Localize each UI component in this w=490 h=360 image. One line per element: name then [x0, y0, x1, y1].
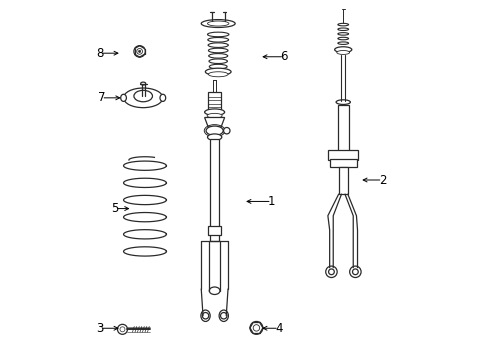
Ellipse shape	[336, 100, 350, 104]
Ellipse shape	[208, 72, 228, 77]
Text: 2: 2	[379, 174, 386, 186]
Ellipse shape	[206, 126, 223, 135]
Circle shape	[329, 269, 334, 275]
Circle shape	[134, 46, 146, 57]
Circle shape	[120, 327, 125, 332]
Ellipse shape	[223, 127, 230, 134]
Ellipse shape	[219, 310, 228, 321]
Ellipse shape	[208, 43, 228, 48]
Text: 8: 8	[96, 47, 103, 60]
Ellipse shape	[121, 94, 126, 102]
Ellipse shape	[123, 88, 163, 108]
Ellipse shape	[338, 33, 348, 35]
Text: 7: 7	[98, 91, 105, 104]
Circle shape	[352, 269, 358, 275]
Ellipse shape	[338, 42, 348, 44]
Circle shape	[350, 266, 361, 278]
Ellipse shape	[141, 82, 146, 85]
Text: 4: 4	[275, 322, 283, 335]
Bar	[328, 150, 358, 160]
Bar	[330, 159, 357, 167]
Text: 3: 3	[96, 322, 103, 335]
Bar	[208, 93, 221, 111]
Ellipse shape	[205, 68, 231, 75]
Ellipse shape	[338, 37, 348, 40]
Ellipse shape	[160, 94, 166, 102]
Ellipse shape	[207, 21, 229, 26]
Ellipse shape	[337, 50, 350, 54]
Ellipse shape	[209, 54, 228, 58]
Text: 1: 1	[268, 195, 275, 208]
Ellipse shape	[205, 109, 224, 115]
Circle shape	[139, 50, 141, 53]
Circle shape	[202, 312, 209, 319]
Circle shape	[253, 325, 260, 331]
Circle shape	[250, 321, 263, 334]
Bar	[210, 139, 220, 241]
Ellipse shape	[134, 90, 152, 102]
Ellipse shape	[209, 287, 220, 294]
Polygon shape	[205, 117, 224, 127]
Bar	[339, 167, 348, 194]
Bar	[208, 226, 221, 235]
Ellipse shape	[209, 59, 227, 63]
Ellipse shape	[207, 134, 222, 140]
Ellipse shape	[207, 113, 222, 118]
Text: 5: 5	[111, 202, 118, 215]
Text: 6: 6	[281, 50, 288, 63]
Circle shape	[118, 324, 127, 334]
Ellipse shape	[201, 19, 235, 27]
Ellipse shape	[207, 32, 229, 37]
Ellipse shape	[338, 23, 348, 26]
Circle shape	[220, 312, 227, 319]
Circle shape	[137, 49, 143, 54]
Ellipse shape	[208, 48, 228, 53]
Ellipse shape	[208, 37, 229, 42]
Circle shape	[326, 266, 337, 278]
Ellipse shape	[335, 47, 352, 53]
Ellipse shape	[201, 310, 210, 321]
Ellipse shape	[338, 28, 348, 31]
Bar	[338, 105, 349, 152]
Ellipse shape	[209, 64, 227, 69]
